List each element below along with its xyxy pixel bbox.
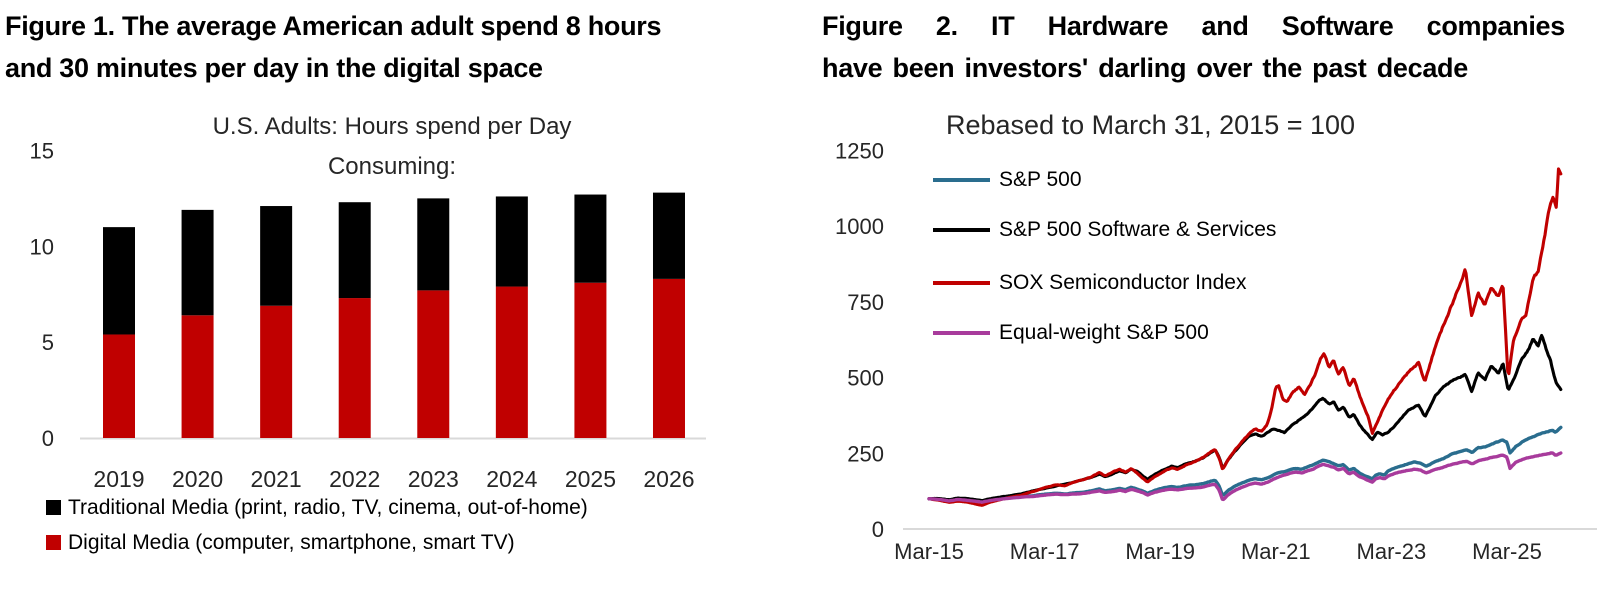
figure2-caption-line1: Figure 2. IT Hardware and Software compa… (822, 11, 1565, 41)
legend-item-digital-media: Digital Media (computer, smartphone, sma… (46, 525, 588, 560)
figure2-x-tick-Mar-23: Mar-23 (1357, 539, 1427, 564)
legend-label-sox-semiconductor-index: SOX Semiconductor Index (999, 271, 1247, 294)
bar-digital-2026 (652, 278, 685, 438)
legend-item-traditional-media: Traditional Media (print, radio, TV, cin… (46, 490, 588, 525)
bar-traditional-2025 (574, 194, 607, 283)
figure2-y-tick-1000: 1000 (835, 214, 884, 239)
bar-traditional-2024 (495, 196, 528, 287)
figure2-x-tick-Mar-21: Mar-21 (1241, 539, 1311, 564)
figure2-x-tick-Mar-15: Mar-15 (894, 539, 964, 564)
bar-digital-2025 (574, 282, 607, 438)
figure1-legend: Traditional Media (print, radio, TV, cin… (46, 490, 588, 560)
line-series-equal-weight-s-p-500 (927, 451, 1563, 504)
legend-label-digital-media: Digital Media (computer, smartphone, sma… (68, 530, 515, 554)
figure1-caption-line1: Figure 1. The average American adult spe… (5, 11, 662, 41)
line-series-s-p-500-software-services (927, 333, 1563, 503)
figure2-y-tick-250: 250 (847, 441, 884, 466)
figure1-x-tick-2020: 2020 (172, 466, 223, 492)
legend-item-sp500: S&P 500 (933, 167, 1082, 193)
figure2-x-tick-Mar-19: Mar-19 (1125, 539, 1195, 564)
figure2-chart: 0 250 500 750 1000 1250 Mar-15 Mar-17 Mar-19 Mar-… (835, 139, 1597, 564)
figure1-x-tick-2025: 2025 (565, 466, 616, 492)
bar-digital-2024 (495, 286, 528, 438)
legend-swatch-sp500-software-services (933, 228, 990, 232)
figure2-y-tick-750: 750 (847, 290, 884, 315)
legend-swatch-traditional-media (46, 500, 61, 515)
legend-label-traditional-media: Traditional Media (print, radio, TV, cin… (68, 495, 588, 519)
figure2-caption-line2: have been investors' darling over the pa… (822, 53, 1468, 83)
figure1-caption-line2: and 30 minutes per day in the digital sp… (5, 53, 543, 83)
figure1-x-tick-2022: 2022 (329, 466, 380, 492)
legend-label-sp500: S&P 500 (999, 168, 1082, 191)
legend-swatch-equal-weight-sp500 (933, 331, 990, 335)
figure2-y-tick-0: 0 (872, 517, 884, 542)
bar-traditional-2021 (260, 206, 293, 306)
bar-digital-2023 (417, 290, 450, 438)
bar-traditional-2019 (103, 227, 135, 335)
bar-traditional-2026 (652, 192, 685, 279)
line-series-sox-semiconductor-index (927, 167, 1563, 507)
bar-traditional-2023 (417, 198, 450, 291)
legend-label-equal-weight-sp500: Equal-weight S&P 500 (999, 321, 1209, 344)
legend-swatch-sox-semiconductor-index (933, 281, 990, 285)
bar-digital-2020 (181, 315, 214, 438)
bar-digital-2021 (260, 305, 293, 438)
figure2-chart-subtitle: Rebased to March 31, 2015 = 100 (946, 110, 1356, 140)
bar-digital-2019 (103, 334, 135, 438)
bar-traditional-2020 (181, 209, 214, 316)
figure1-y-tick-5: 5 (42, 330, 54, 355)
figure1-x-tick-2024: 2024 (486, 466, 537, 492)
figure2-x-tick-Mar-17: Mar-17 (1010, 539, 1080, 564)
figure2-x-tick-Mar-25: Mar-25 (1472, 539, 1542, 564)
legend-label-sp500-software-services: S&P 500 Software & Services (999, 218, 1277, 241)
figure1-caption: Figure 1. The average American adult spe… (5, 5, 750, 89)
figure1-y-tick-15: 15 (30, 138, 54, 163)
figure1-chart-title-line2: Consuming: (328, 153, 456, 180)
figure1-x-tick-2026: 2026 (643, 466, 694, 492)
bar-traditional-2022 (338, 202, 371, 299)
figure1-x-tick-2021: 2021 (251, 466, 302, 492)
legend-item-sox-semiconductor-index: SOX Semiconductor Index (933, 270, 1246, 296)
figure1-chart-title-line1: U.S. Adults: Hours spend per Day (213, 113, 572, 140)
legend-item-sp500-software-services: S&P 500 Software & Services (933, 217, 1276, 243)
legend-item-equal-weight-sp500: Equal-weight S&P 500 (933, 320, 1209, 346)
figure2-y-tick-500: 500 (847, 366, 884, 391)
figure2-caption: Figure 2. IT Hardware and Software compa… (822, 5, 1597, 89)
bar-digital-2022 (338, 298, 371, 438)
figure1-x-tick-2019: 2019 (93, 466, 144, 492)
figure1-y-tick-0: 0 (42, 426, 54, 451)
figure2-y-tick-1250: 1250 (835, 139, 884, 164)
legend-swatch-digital-media (46, 535, 61, 550)
figure1-x-tick-2023: 2023 (408, 466, 459, 492)
figure1-y-tick-10: 10 (30, 234, 54, 259)
legend-swatch-sp500 (933, 178, 990, 182)
figure1-chart: U.S. Adults: Hours spend per Day Consumin… (30, 113, 706, 492)
